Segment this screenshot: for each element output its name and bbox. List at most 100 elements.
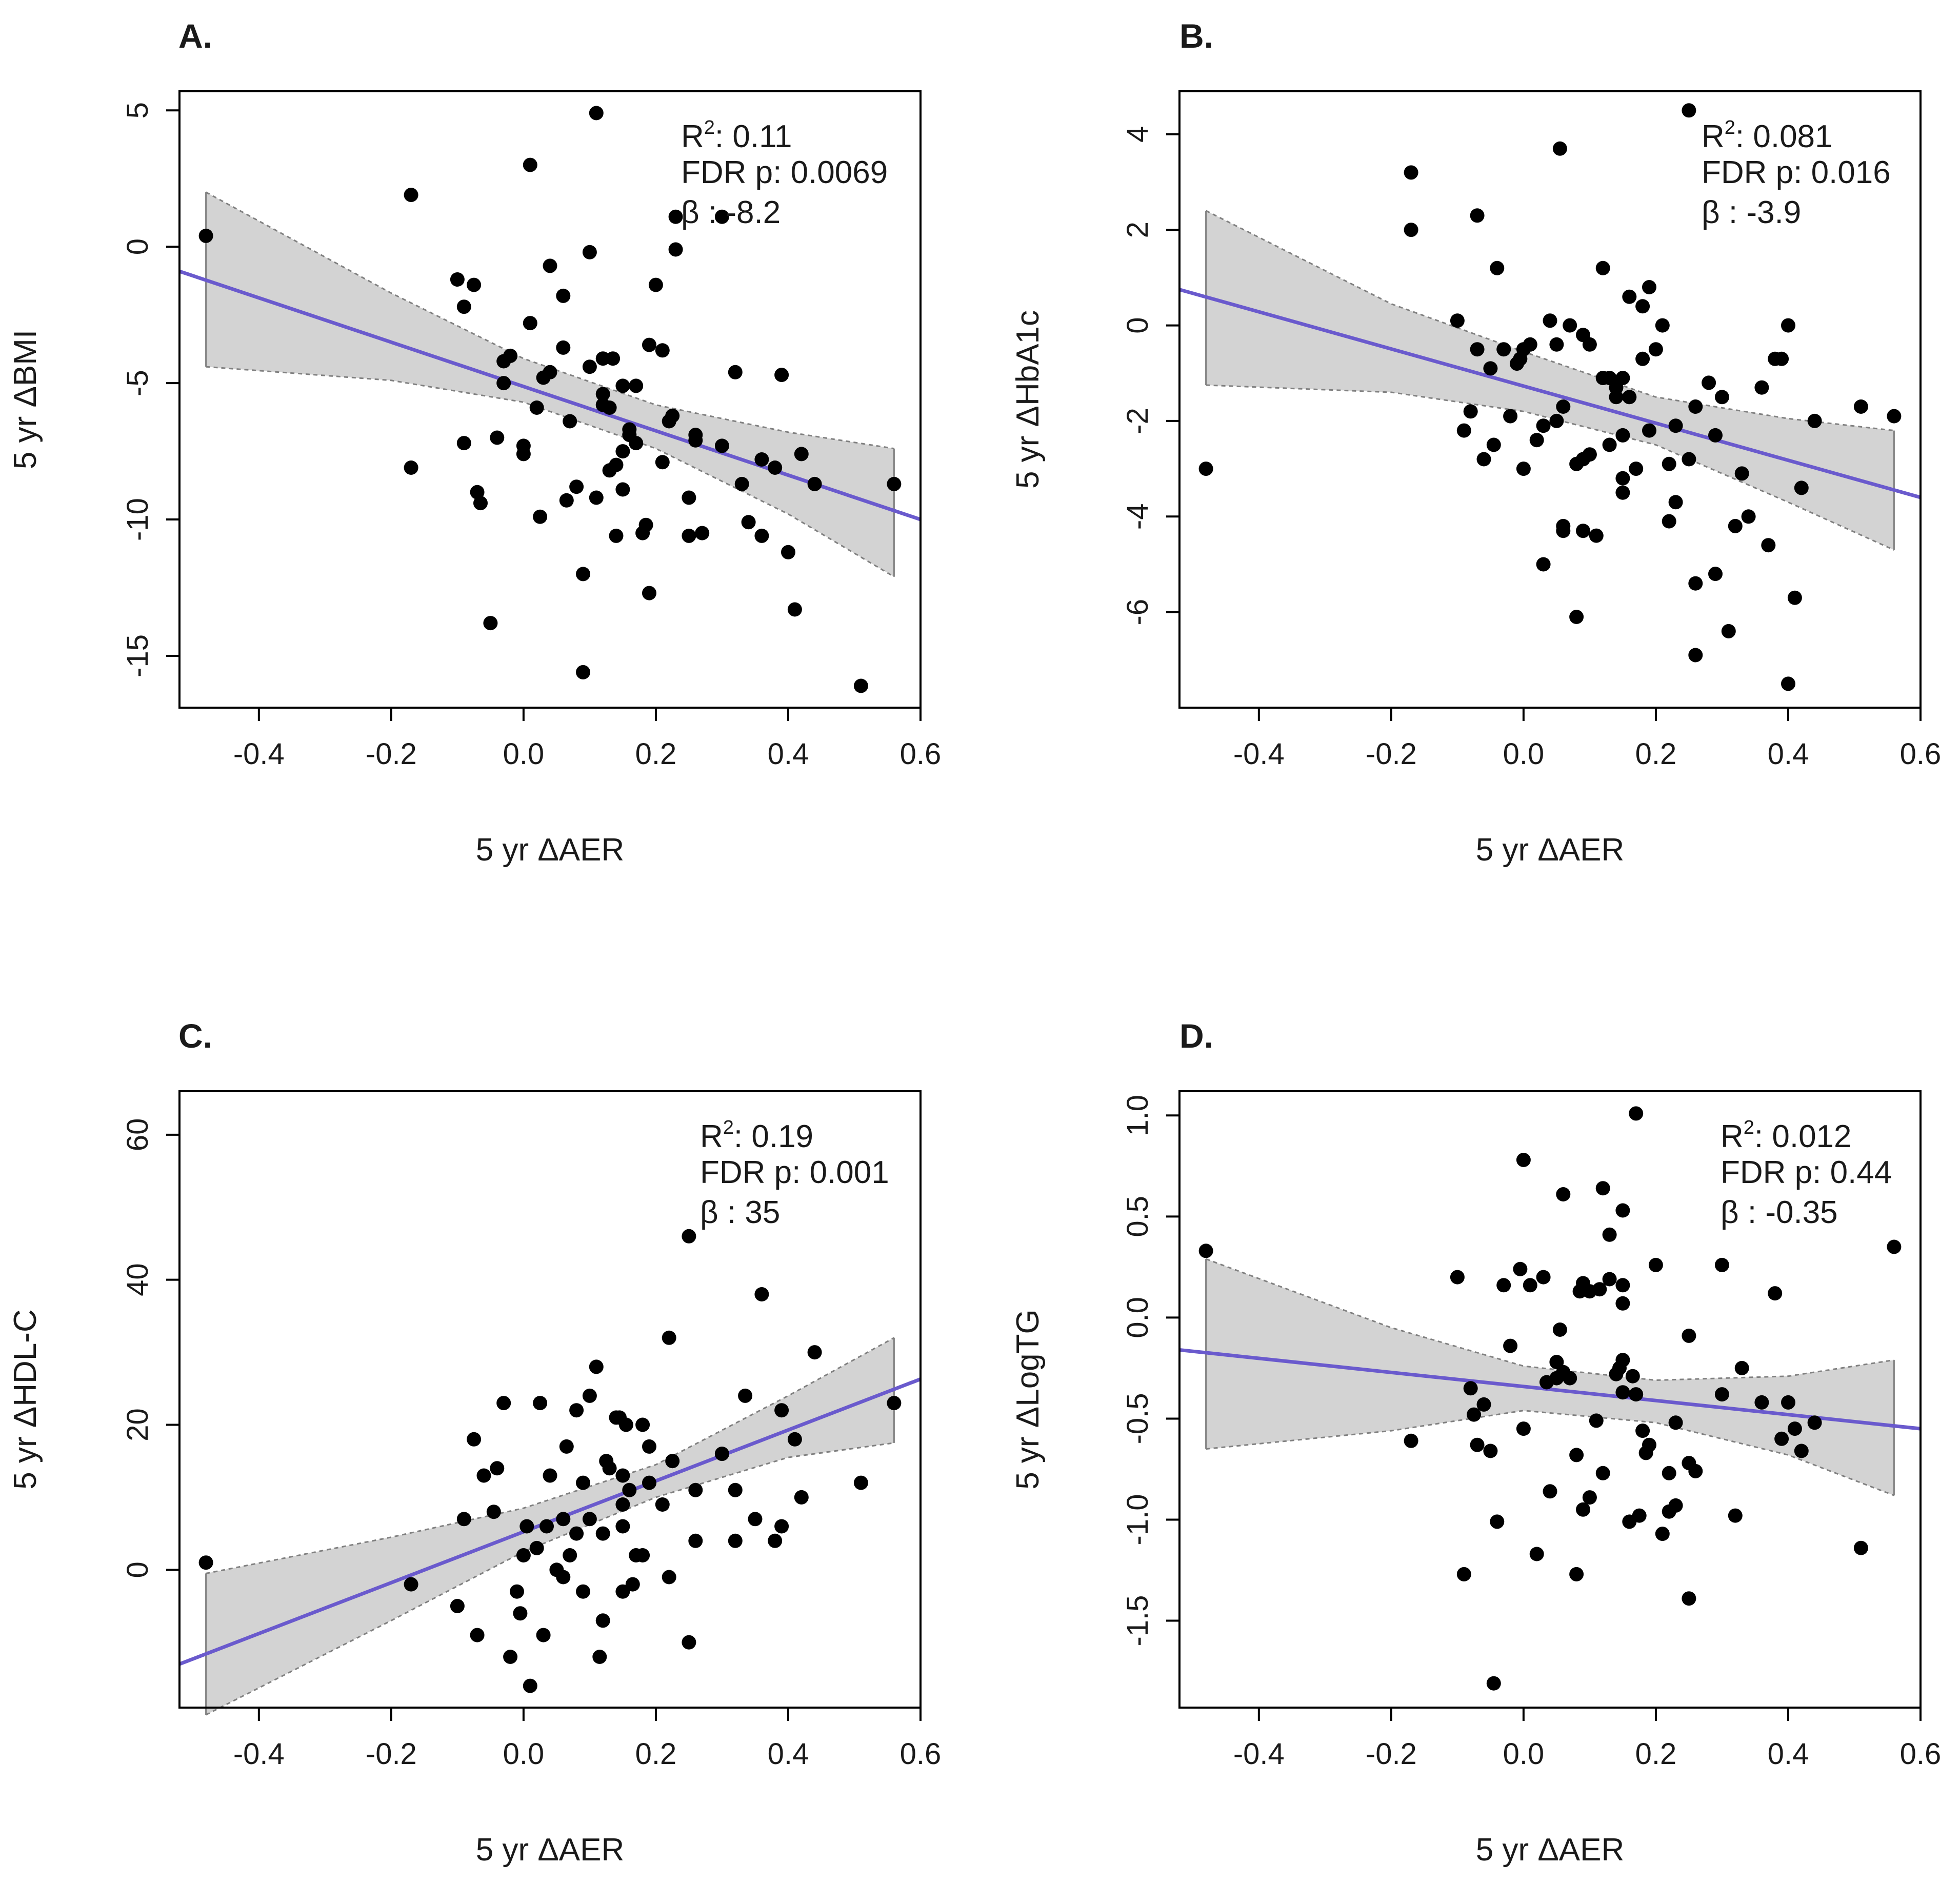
x-tick-label: -0.2: [366, 737, 417, 771]
data-point: [516, 1548, 531, 1562]
data-point: [1642, 1437, 1656, 1452]
data-point: [1629, 1106, 1644, 1121]
r-squared-value: : 0.012: [1754, 1119, 1852, 1154]
data-point: [1648, 342, 1663, 357]
data-point: [665, 408, 680, 423]
x-tick-label: -0.2: [1366, 737, 1417, 771]
data-point: [473, 496, 488, 511]
data-point: [1450, 1270, 1465, 1285]
data-point: [1523, 337, 1537, 352]
data-point: [1470, 342, 1485, 357]
data-point: [1688, 648, 1703, 663]
data-point: [1708, 567, 1723, 582]
data-point: [668, 242, 683, 257]
data-point: [1549, 337, 1564, 352]
data-point: [595, 387, 610, 402]
data-point: [1549, 1355, 1564, 1370]
data-point: [629, 436, 644, 451]
data-point: [665, 1454, 680, 1469]
data-point: [1887, 1239, 1902, 1254]
data-point: [714, 209, 729, 224]
y-tick-label: 4: [1121, 126, 1154, 143]
data-point: [496, 1396, 511, 1411]
data-point: [556, 340, 571, 355]
regression-line: [1179, 288, 1921, 499]
x-tick-label: 0.0: [503, 737, 545, 771]
r-squared-label: R2: 0.081: [1702, 117, 1833, 154]
data-point: [609, 457, 624, 472]
data-point: [642, 337, 656, 352]
data-point: [728, 1533, 743, 1548]
y-tick-label: 0: [121, 238, 154, 255]
data-point: [1702, 375, 1716, 390]
data-point: [1595, 260, 1610, 275]
data-point: [1668, 1498, 1683, 1513]
data-point: [1682, 1591, 1696, 1606]
data-point: [582, 359, 597, 374]
data-point: [1549, 413, 1564, 428]
data-point: [1516, 462, 1531, 476]
data-point: [1490, 1514, 1505, 1529]
beta-value: β : -3.9: [1702, 195, 1801, 230]
data-point: [533, 1396, 548, 1411]
data-point: [1728, 1508, 1743, 1523]
data-point: [1807, 413, 1822, 428]
data-point: [543, 1468, 557, 1483]
x-tick-label: 0.2: [1635, 737, 1677, 771]
data-point: [615, 378, 630, 393]
chart-panel-a: A. -0.4 -0.2 0.0 0.2 0.4 0.6 5 yr ΔAER 5 0 -5 -10 -1…: [8, 17, 941, 868]
data-point: [1794, 480, 1809, 495]
data-point: [490, 1461, 505, 1476]
data-point: [1615, 1278, 1630, 1293]
r-squared-superscript: 2: [704, 117, 715, 138]
data-point: [1576, 1502, 1590, 1517]
data-point: [807, 476, 822, 491]
data-point: [539, 1519, 554, 1534]
data-point: [1516, 1153, 1531, 1167]
data-point: [655, 1497, 670, 1512]
data-point: [592, 1650, 607, 1664]
data-point: [582, 1388, 597, 1403]
data-point: [1781, 676, 1795, 691]
data-point: [1615, 1353, 1630, 1368]
data-point: [543, 365, 557, 379]
data-point: [1728, 518, 1743, 533]
data-point: [655, 343, 670, 358]
panel-label: A.: [178, 17, 212, 55]
data-point: [1688, 1464, 1703, 1478]
data-point: [1682, 1328, 1696, 1343]
data-point: [642, 1439, 656, 1454]
y-tick-label: -6: [1121, 599, 1154, 626]
data-point: [807, 1345, 822, 1360]
data-point: [523, 157, 537, 172]
x-tick-label: 0.2: [635, 737, 677, 771]
data-point: [1552, 141, 1567, 156]
data-point: [536, 1628, 551, 1642]
data-point: [556, 288, 571, 303]
data-point: [1853, 1540, 1868, 1555]
data-point: [1807, 1415, 1822, 1430]
data-point: [1615, 428, 1630, 443]
r-squared-symbol: R: [681, 119, 704, 154]
data-point: [794, 447, 809, 462]
panel-label: B.: [1179, 17, 1213, 55]
x-axis: -0.4 -0.2 0.0 0.2 0.4 0.6 5 yr ΔAER: [1233, 1707, 1941, 1868]
data-point: [595, 351, 610, 366]
data-point: [529, 1540, 544, 1555]
data-point: [533, 509, 548, 524]
y-axis-label: 5 yr ΔHbA1c: [1010, 310, 1046, 489]
data-point: [1592, 1282, 1607, 1297]
confidence-band: [206, 192, 894, 577]
data-point: [1563, 1371, 1577, 1386]
data-point: [1734, 466, 1749, 481]
data-point: [1556, 1187, 1571, 1201]
data-point: [1483, 361, 1498, 376]
data-point: [1632, 1508, 1647, 1523]
data-point: [1774, 351, 1789, 366]
data-point: [503, 1650, 518, 1664]
data-point: [615, 482, 630, 497]
fdr-p-value: FDR p: 0.016: [1702, 155, 1891, 190]
data-point: [635, 1417, 650, 1432]
regression-line: [178, 269, 922, 522]
data-point: [728, 1482, 743, 1497]
